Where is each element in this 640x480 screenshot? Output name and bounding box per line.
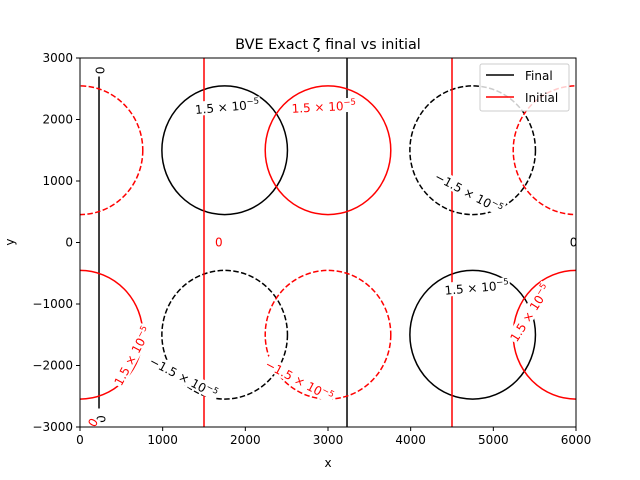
contour-label: 0 — [570, 236, 578, 250]
y-tick-label: 2000 — [42, 113, 73, 127]
y-tick-label: −2000 — [32, 359, 73, 373]
contour-label: 1.5 × 10−5 — [444, 277, 510, 298]
y-axis-label: y — [3, 238, 17, 245]
x-tick-label: 5000 — [478, 433, 509, 447]
contour-label-gap — [146, 352, 221, 402]
final-positive-contour — [161, 85, 289, 216]
contour-label-gap — [92, 65, 107, 76]
x-axis-ticks: 0 1000 2000 3000 4000 5000 6000 — [76, 427, 591, 447]
contour-label-gap — [568, 234, 579, 249]
contour-label-gap — [442, 277, 511, 297]
final-negative-contour — [161, 269, 289, 400]
contour-label-gap — [290, 97, 358, 115]
y-tick-label: 0 — [65, 236, 73, 250]
legend: Final Initial — [479, 63, 570, 112]
chart-title: BVE Exact ζ final vs initial — [235, 37, 421, 53]
x-tick-label: 4000 — [395, 433, 426, 447]
initial-negative-contour — [80, 85, 144, 216]
contour-label: 0 — [94, 415, 108, 423]
final-positive-contour — [409, 269, 537, 400]
y-tick-label: −3000 — [32, 420, 73, 434]
contour-label-gap — [506, 280, 554, 345]
contour-label: 1.5 × 10−5 — [194, 96, 260, 117]
y-axis-ticks: 3000 2000 1000 0 −1000 −2000 −3000 — [32, 51, 80, 434]
contour-label: 1.5 × 10−5 — [291, 98, 356, 116]
contour-label-gap — [431, 168, 507, 217]
contour-label-gap — [193, 96, 261, 117]
legend-initial-label: Initial — [525, 91, 558, 105]
contour-label-gap — [262, 355, 337, 405]
contour-label-gap — [110, 323, 154, 389]
contour-label-gap — [83, 414, 101, 430]
final-negative-contour — [409, 85, 537, 216]
x-tick-label: 0 — [76, 433, 84, 447]
x-tick-label: 6000 — [561, 433, 592, 447]
legend-final-label: Final — [525, 69, 553, 83]
contour-label-gap — [214, 234, 224, 249]
y-tick-label: 3000 — [42, 51, 73, 65]
y-tick-label: −1000 — [32, 297, 73, 311]
x-tick-label: 2000 — [230, 433, 261, 447]
x-tick-label: 1000 — [147, 433, 178, 447]
contour-label: 0 — [215, 236, 223, 250]
contour-label: 0 — [94, 66, 108, 74]
x-tick-label: 3000 — [313, 433, 344, 447]
x-axis-label: x — [324, 456, 331, 470]
y-tick-label: 1000 — [42, 174, 73, 188]
initial-positive-contour — [264, 85, 392, 216]
